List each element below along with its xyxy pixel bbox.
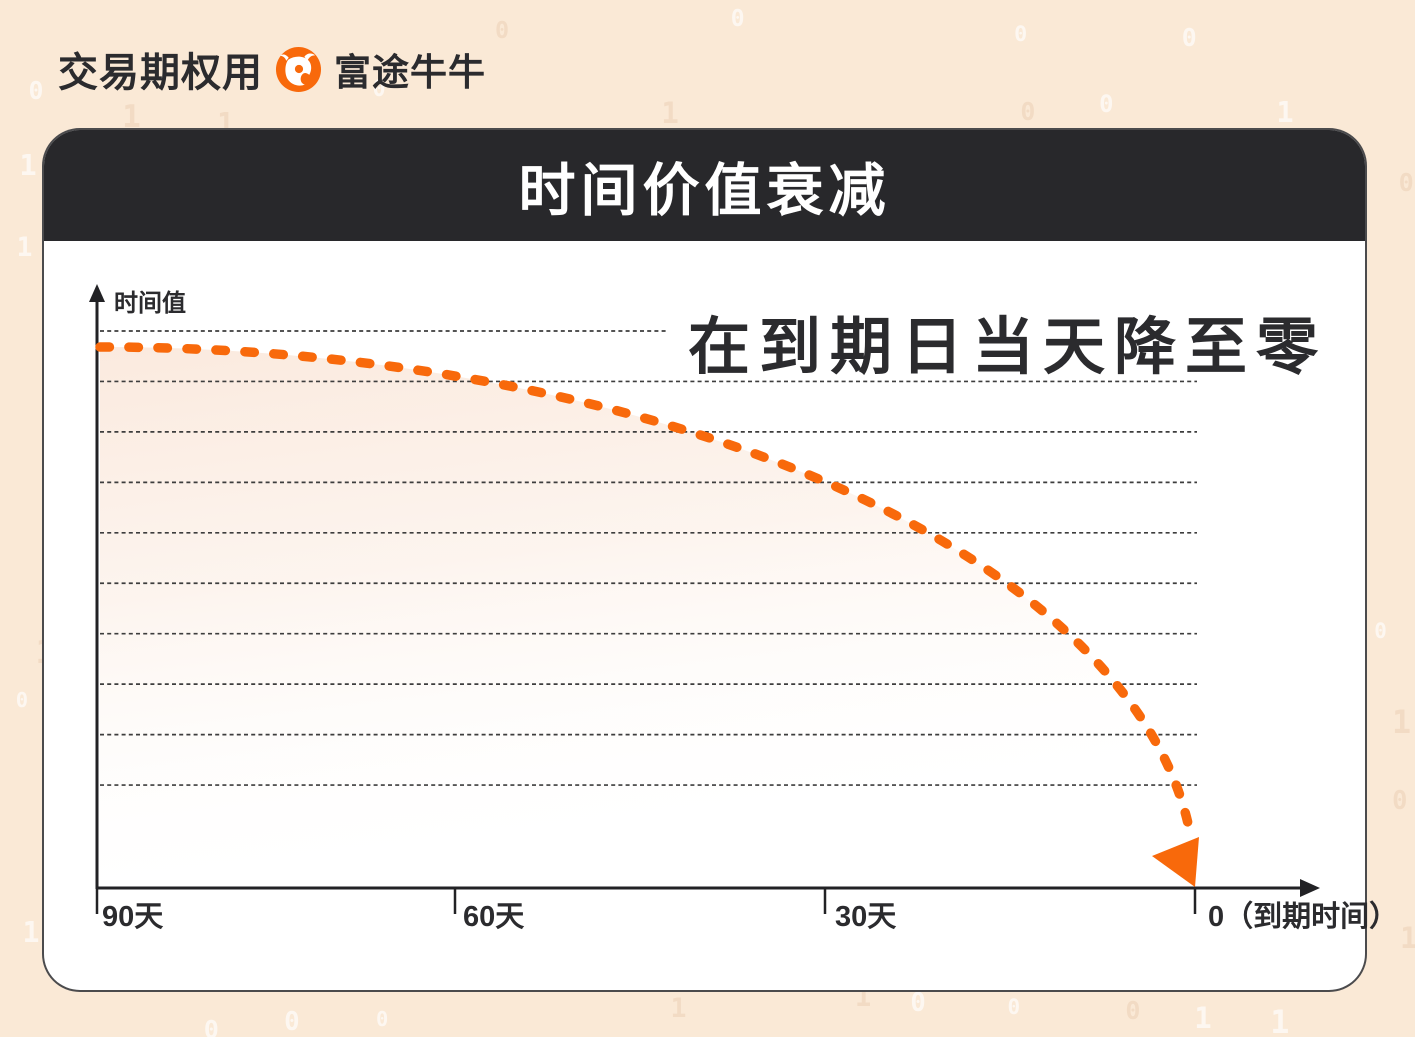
binary-glyph: 0 (1099, 89, 1114, 118)
binary-glyph: 0 (1374, 619, 1387, 644)
futubull-logo-icon (275, 46, 322, 92)
binary-glyph: 1 (661, 96, 679, 131)
y-axis-label: 时间值 (114, 290, 186, 317)
binary-glyph: 0 (1181, 23, 1197, 53)
x-tick-label-90d: 90天 (102, 901, 164, 933)
binary-glyph: 0 (910, 987, 926, 1018)
binary-glyph: 0 (1007, 995, 1021, 1020)
binary-glyph: 0 (1020, 97, 1036, 127)
chart-card: 时间价值衰减 (42, 128, 1367, 992)
binary-glyph: 0 (1014, 21, 1028, 47)
card-header: 时间价值衰减 (44, 130, 1365, 241)
binary-glyph: 0 (284, 1006, 300, 1037)
binary-glyph: 1 (1392, 704, 1412, 741)
binary-glyph: 1 (19, 148, 37, 183)
binary-glyph: 0 (203, 1014, 219, 1037)
binary-glyph: 1 (122, 99, 141, 136)
page-header-text: 交易期权用 (58, 51, 263, 95)
binary-glyph: 0 (730, 5, 745, 32)
binary-glyph: 1 (16, 232, 33, 263)
binary-glyph: 0 (28, 75, 44, 105)
binary-glyph: 1 (1270, 1004, 1290, 1037)
brand-text: 富途牛牛 (334, 52, 486, 93)
x-tick-label-30d: 30天 (835, 901, 897, 933)
binary-glyph: 1 (1399, 920, 1415, 955)
binary-glyph: 0 (372, 77, 386, 103)
binary-glyph: 1 (1194, 1000, 1212, 1035)
binary-glyph: 0 (1398, 168, 1414, 198)
annotation-text: 在到期日当天降至零 (688, 313, 1328, 382)
chart-title: 时间价值衰减 (518, 158, 891, 223)
page-header: 交易期权用 富途牛牛 (58, 40, 486, 98)
binary-glyph: 0 (376, 1006, 389, 1031)
binary-glyph: 0 (494, 15, 510, 44)
binary-glyph: 0 (15, 688, 29, 713)
binary-glyph: 1 (1276, 95, 1294, 130)
x-tick-label-expiry: 0（到期时间） (1208, 901, 1399, 933)
binary-glyph: 1 (670, 993, 687, 1025)
binary-glyph: 0 (1125, 996, 1141, 1026)
binary-glyph: 0 (1392, 785, 1408, 816)
x-tick-label-60d: 60天 (463, 901, 525, 933)
binary-glyph: 1 (22, 916, 40, 950)
